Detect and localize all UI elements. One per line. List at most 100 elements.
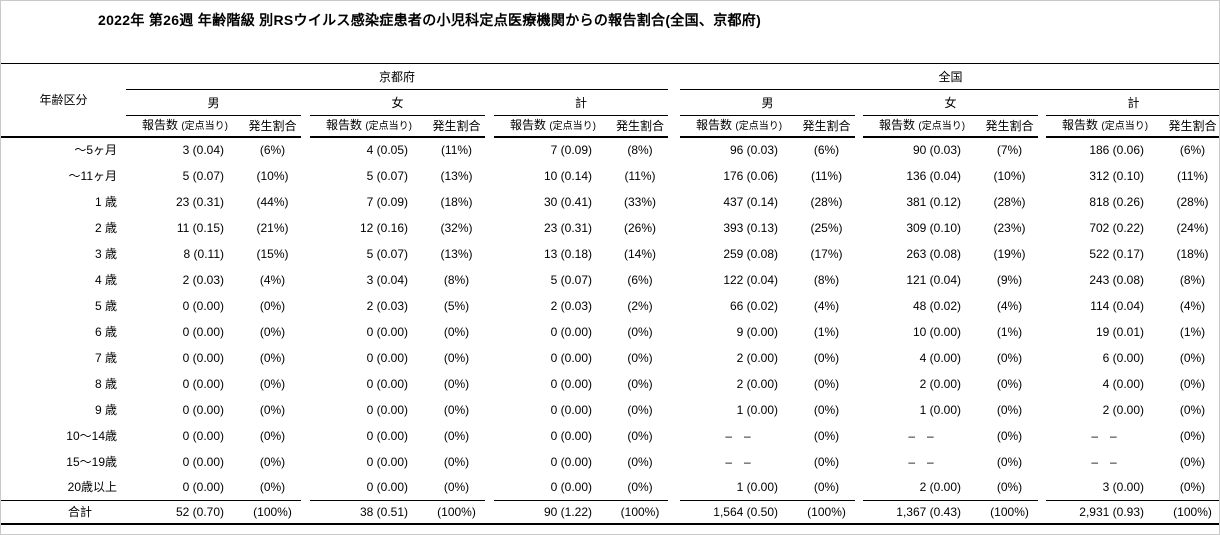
column-gap <box>1038 215 1046 241</box>
incidence-ratio-cell: (0%) <box>443 402 470 417</box>
col-header-reports: 報告数 (定点当り) <box>1046 115 1165 138</box>
incidence-ratio-cell: (100%) <box>798 500 856 525</box>
age-label: 5 歳 <box>94 298 117 313</box>
report-count-cell: 38 (0.51) <box>310 500 428 525</box>
column-gap <box>485 116 494 137</box>
col-header-ratio: 発生割合 <box>798 115 856 138</box>
report-count-cell: 6 (0.00) <box>1102 350 1145 365</box>
region-header-kyoto: 京都府 <box>126 63 669 90</box>
report-count-cell: 3 (0.04) <box>366 272 408 287</box>
col-header-reports: 報告数 (定点当り) <box>863 115 982 138</box>
column-gap <box>855 293 863 319</box>
report-count-cell: 2 (0.00) <box>919 480 962 495</box>
column-gap <box>1038 319 1046 345</box>
age-label: 1 歳 <box>94 194 117 209</box>
report-count-cell: 114 (0.04) <box>1090 298 1145 313</box>
incidence-ratio-cell: (7%) <box>996 143 1023 157</box>
report-count-cell: 7 (0.09) <box>366 194 408 209</box>
report-count-cell: 11 (0.15) <box>176 220 224 235</box>
report-count-cell: 2 (0.00) <box>1102 402 1145 417</box>
age-label: ～11ヶ月 <box>68 168 117 183</box>
incidence-ratio-cell: (15%) <box>256 246 289 261</box>
column-gap <box>301 163 310 189</box>
incidence-ratio-cell: (0%) <box>443 376 470 391</box>
col-header-per-sentinel-label: (定点当り) <box>918 121 966 133</box>
incidence-ratio-cell: (0%) <box>627 454 653 469</box>
age-label: 合計 <box>1 500 126 525</box>
column-gap <box>855 423 863 449</box>
report-count-cell: 0 (0.00) <box>182 402 224 417</box>
incidence-ratio-cell: (19%) <box>993 246 1026 261</box>
column-gap <box>301 500 310 525</box>
col-header-reports-label: 報告数 <box>696 118 733 133</box>
incidence-ratio-cell: (8%) <box>627 143 653 157</box>
incidence-ratio-cell: (2%) <box>627 298 653 313</box>
report-count-cell: 0 (0.00) <box>550 480 592 495</box>
report-count-cell: 2 (0.03) <box>366 298 408 313</box>
incidence-ratio-cell: (100%) <box>981 500 1039 525</box>
column-gap <box>1038 345 1046 371</box>
incidence-ratio-cell: (0%) <box>996 480 1023 495</box>
age-label: 8 歳 <box>94 376 117 391</box>
incidence-ratio-cell: (13%) <box>440 246 473 261</box>
report-count-cell: – – <box>908 428 934 443</box>
column-gap <box>1038 90 1046 116</box>
incidence-ratio-cell: (18%) <box>1176 246 1209 261</box>
incidence-ratio-cell: (0%) <box>813 402 840 417</box>
column-gap <box>668 449 680 475</box>
data-row: 9 歳 0 (0.00) (0%) 0 (0.00) (0%) 0 (0.00) (0%) 1… <box>1 397 1219 423</box>
column-gap <box>301 345 310 371</box>
incidence-ratio-cell: (0%) <box>627 324 653 339</box>
incidence-ratio-cell: (0%) <box>627 376 653 391</box>
column-gap <box>668 319 680 345</box>
column-gap <box>301 137 310 163</box>
col-header-reports-label: 報告数 <box>879 118 916 133</box>
report-count-cell: 0 (0.00) <box>366 350 408 365</box>
incidence-ratio-cell: (0%) <box>813 454 840 469</box>
column-gap <box>1038 293 1046 319</box>
incidence-ratio-cell: (100%) <box>244 500 301 525</box>
incidence-ratio-cell: (0%) <box>443 480 470 495</box>
report-count-cell: – – <box>1091 428 1117 443</box>
report-count-cell: 90 (0.03) <box>912 143 962 157</box>
column-gap <box>1038 449 1046 475</box>
column-gap <box>855 90 863 116</box>
column-gap <box>855 163 863 189</box>
report-count-cell: – – <box>725 454 751 469</box>
column-gap <box>485 319 494 345</box>
age-column-header: 年齢区分 <box>1 63 126 138</box>
report-count-cell: 66 (0.02) <box>729 298 779 313</box>
column-gap <box>855 137 863 163</box>
report-count-cell: 312 (0.10) <box>1089 168 1145 183</box>
report-count-cell: 0 (0.00) <box>182 376 224 391</box>
age-label: 10～14歳 <box>66 428 117 443</box>
report-count-cell: 3 (0.00) <box>1102 480 1145 495</box>
report-count-cell: 2 (0.03) <box>182 272 224 287</box>
incidence-ratio-cell: (0%) <box>996 454 1023 469</box>
col-header-ratio: 発生割合 <box>244 115 301 138</box>
column-gap <box>1038 189 1046 215</box>
column-gap <box>485 371 494 397</box>
column-gap <box>485 397 494 423</box>
sex-header-national-female: 女 <box>863 89 1039 116</box>
column-gap <box>1038 423 1046 449</box>
col-header-reports: 報告数 (定点当り) <box>126 115 244 138</box>
report-count-cell: 0 (0.00) <box>182 428 224 443</box>
incidence-ratio-cell: (100%) <box>1164 500 1219 525</box>
incidence-ratio-cell: (8%) <box>813 272 840 287</box>
incidence-ratio-cell: (10%) <box>993 168 1026 183</box>
age-label: 6 歳 <box>94 324 117 339</box>
sex-header-kyoto-female: 女 <box>310 89 485 116</box>
column-gap <box>668 116 680 137</box>
col-header-ratio: 発生割合 <box>612 115 669 138</box>
report-count-cell: 4 (0.00) <box>919 350 962 365</box>
data-row: 15～19歳 0 (0.00) (0%) 0 (0.00) (0%) 0 (0.00) (0… <box>1 449 1219 475</box>
column-gap <box>485 500 494 525</box>
report-count-cell: 5 (0.07) <box>182 168 224 183</box>
incidence-ratio-cell: (0%) <box>259 480 286 495</box>
incidence-ratio-cell: (100%) <box>612 500 669 525</box>
column-gap <box>855 345 863 371</box>
report-count-cell: 0 (0.00) <box>550 402 592 417</box>
data-row: ～11ヶ月 5 (0.07) (10%) 5 (0.07) (13%) 10 (0.14)… <box>1 163 1219 189</box>
column-gap <box>1038 116 1046 137</box>
